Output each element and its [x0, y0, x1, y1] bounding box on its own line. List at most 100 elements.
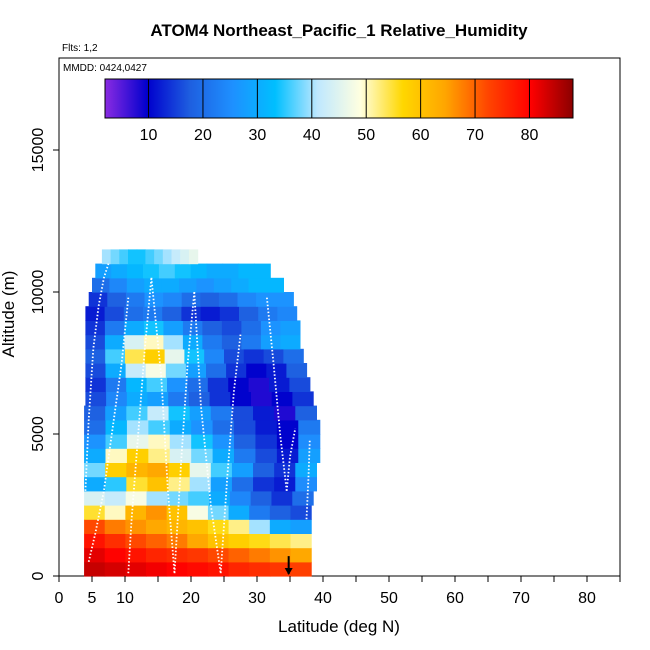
heatmap-cell: [212, 419, 235, 435]
heatmap-cell: [263, 348, 284, 364]
heatmap-cell: [163, 334, 184, 350]
arrow-marker: [284, 556, 293, 575]
heatmap-cell: [274, 476, 296, 492]
heatmap-cell: [241, 334, 262, 350]
heatmap-cell: [187, 561, 209, 577]
heatmap-cell: [200, 292, 220, 307]
heatmap-cell: [289, 377, 311, 392]
heatmap-cell: [231, 405, 254, 421]
heatmap-cell: [250, 490, 273, 506]
heatmap-cell: [105, 348, 126, 364]
heatmap-cell: [146, 547, 168, 563]
flights-label: Flts: 1,2: [62, 43, 98, 54]
heatmap-cell: [269, 561, 292, 577]
heatmap-cell: [234, 434, 257, 449]
heatmap-cell: [260, 334, 281, 350]
heatmap-cell: [181, 306, 202, 321]
heatmap-cell: [204, 348, 225, 364]
x-tick-label: 60: [446, 590, 464, 607]
heatmap-cell: [146, 490, 168, 506]
heatmap-cell: [104, 547, 126, 563]
heatmap-cell: [105, 363, 127, 378]
heatmap-cell: [295, 405, 317, 421]
heatmap-cell: [125, 490, 148, 506]
heatmap-cell: [207, 547, 230, 563]
heatmap-cell: [109, 277, 128, 293]
heatmap-cell: [218, 292, 239, 307]
heatmap-cell: [187, 377, 209, 392]
y-tick-label: 5000: [30, 416, 47, 452]
heatmap-cell: [104, 320, 125, 336]
heatmap-cell: [144, 277, 163, 293]
heatmap-cell: [248, 377, 270, 392]
x-axis-label: Latitude (deg N): [278, 617, 400, 636]
heatmap-cell: [163, 292, 183, 307]
heatmap-cell: [196, 277, 215, 293]
heatmap-cell: [209, 490, 231, 506]
heatmap-cell: [84, 462, 106, 478]
heatmap-cell: [221, 320, 242, 336]
heatmap-cell: [249, 505, 271, 520]
y-tick-label: 15000: [30, 128, 47, 173]
heatmap-cell: [182, 334, 203, 350]
heatmap-cell: [127, 263, 144, 279]
heatmap-cells: [84, 249, 321, 577]
heatmap-cell: [269, 547, 292, 563]
heatmap-cell: [104, 490, 127, 506]
heatmap-cell: [126, 434, 149, 449]
heatmap-cell: [290, 561, 312, 577]
heatmap-cell: [168, 462, 191, 478]
heatmap-cell: [231, 476, 254, 492]
heatmap-cell: [144, 348, 166, 364]
heatmap-cell: [185, 363, 207, 378]
heatmap-cell: [167, 377, 188, 392]
flight-track: [127, 277, 153, 574]
flight-track: [219, 334, 242, 574]
heatmap-cell: [228, 533, 250, 549]
heatmap-cell: [145, 363, 167, 378]
heatmap-cell: [212, 434, 235, 449]
heatmap-cell: [162, 306, 182, 321]
x-tick-label: 50: [380, 590, 398, 607]
heatmap-cell: [146, 533, 168, 549]
colorbar-tick-label: 30: [248, 127, 266, 144]
heatmap-cell: [128, 249, 138, 265]
heatmap-cell: [188, 391, 211, 407]
heatmap-cell: [169, 434, 192, 449]
colorbar-tick-label: 60: [412, 127, 430, 144]
x-axis: 0 5 10 20 30 40 50 60 70 80: [55, 576, 621, 607]
y-tick-label: 10000: [30, 270, 47, 315]
heatmap-cell: [241, 320, 262, 336]
heatmap-cell: [231, 277, 250, 293]
heatmap-cell: [249, 547, 271, 563]
heatmap-cell: [228, 561, 250, 577]
heatmap-cell: [167, 490, 189, 506]
plot-frame: [58, 57, 621, 577]
heatmap-cell: [229, 490, 252, 506]
x-tick-label: 30: [248, 590, 266, 607]
heatmap-cell: [125, 348, 146, 364]
heatmap-cell: [124, 334, 145, 350]
heatmap-cell: [95, 263, 112, 279]
heatmap-cell: [269, 505, 292, 520]
heatmap-cell: [249, 519, 271, 534]
heatmap-cell: [126, 277, 145, 293]
heatmap-cell: [105, 419, 128, 435]
heatmap-cell: [84, 547, 106, 563]
heatmap-cell: [187, 547, 209, 563]
heatmap-cell: [105, 434, 128, 449]
x-tick-label: 20: [182, 590, 200, 607]
heatmap-cell: [126, 448, 149, 463]
heatmap-cell: [269, 377, 290, 392]
heatmap-cell: [84, 490, 106, 506]
heatmap-cell: [84, 448, 107, 463]
heatmap-cell: [126, 377, 148, 392]
heatmap-cell: [253, 462, 275, 478]
heatmap-cell: [292, 391, 314, 407]
heatmap-cell: [212, 448, 235, 463]
heatmap-cell: [255, 448, 278, 463]
heatmap-cell: [239, 306, 259, 321]
heatmap-cell: [295, 476, 317, 492]
heatmap-cell: [256, 292, 276, 307]
